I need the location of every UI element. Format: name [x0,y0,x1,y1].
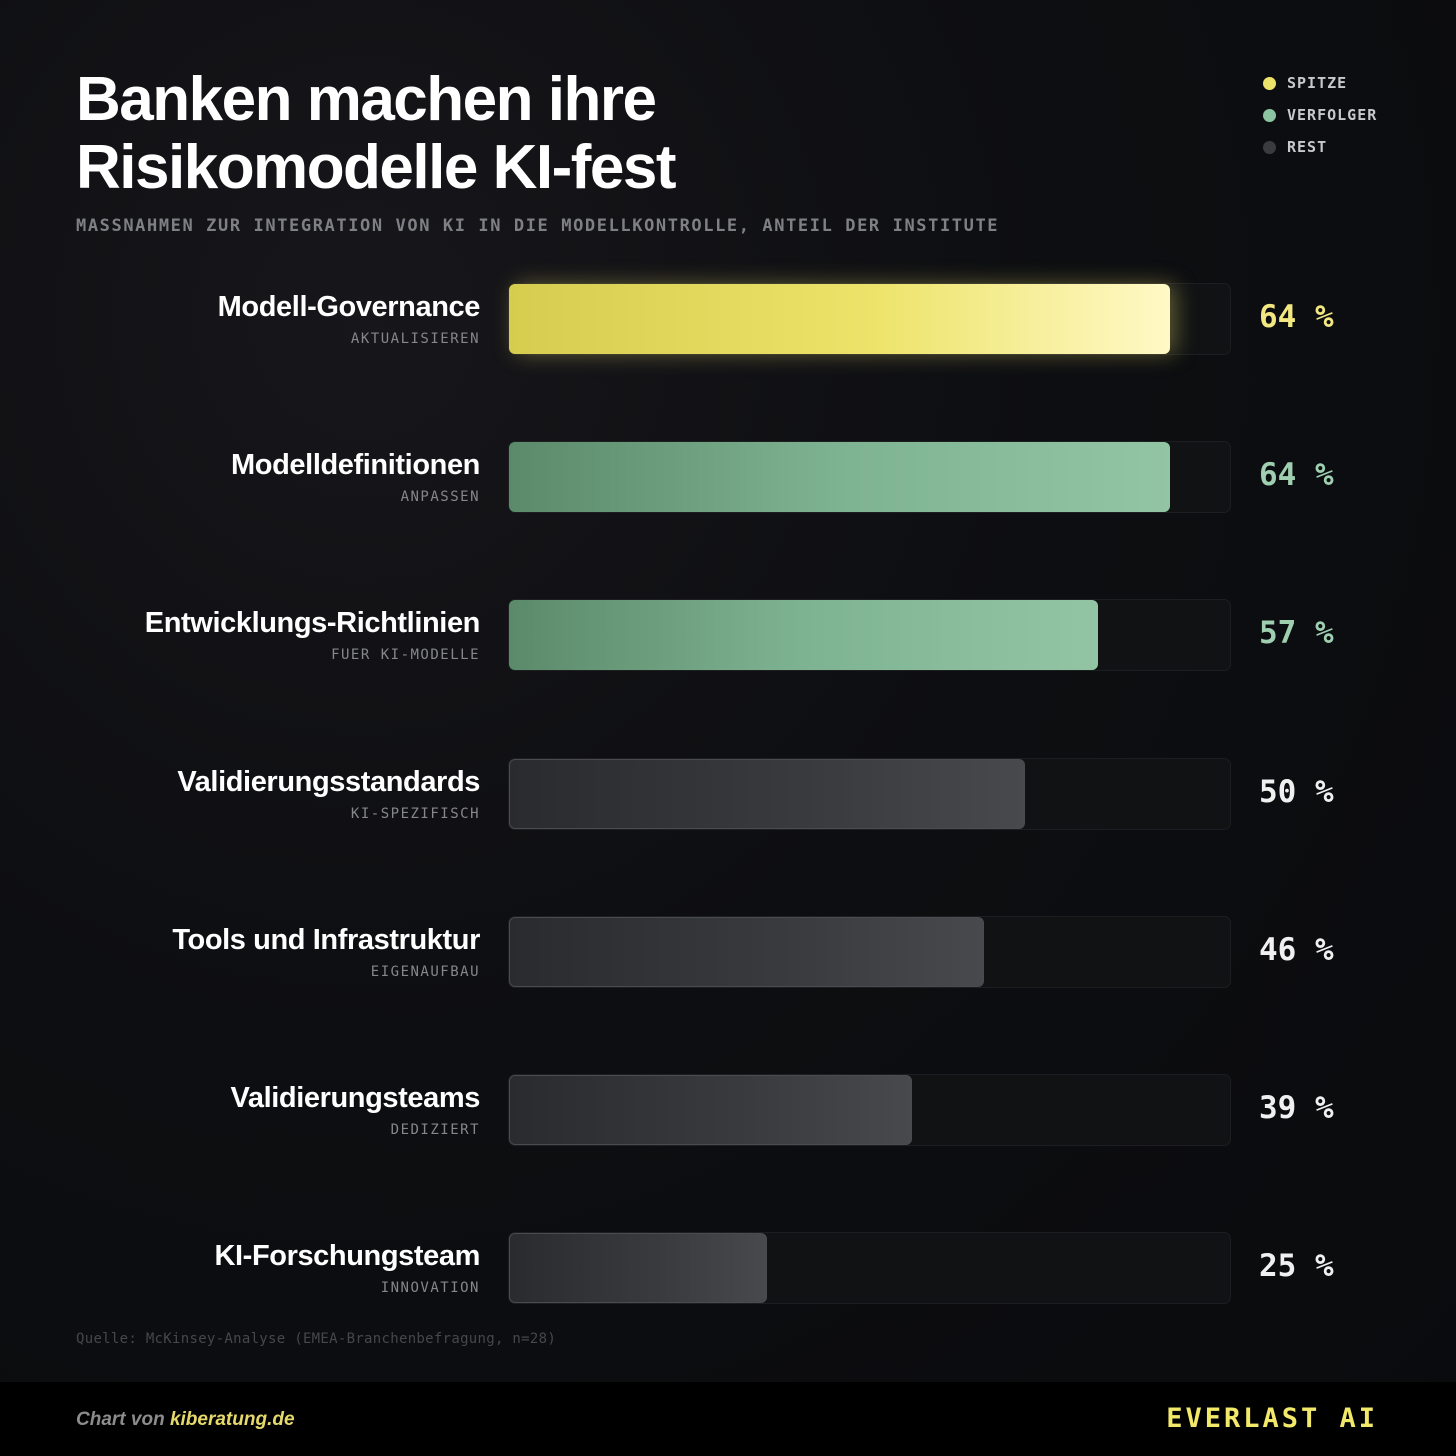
chart-title-line-2: Risikomodelle KI-fest [76,133,676,202]
footer-brand-logo: EVERLAST AI [1166,1403,1378,1434]
bar-sublabel: INNOVATION [380,1280,480,1297]
bar-fill [509,758,1025,829]
footer-credit: Chart von kiberatung.de [76,1409,295,1431]
bar-value-label: 64 % [1259,457,1334,494]
bar-label: Modell-Governance [217,291,481,323]
legend-label-rest: REST [1287,138,1328,156]
legend: SPITZE VERFOLGER REST [1263,72,1377,168]
bar-fill [509,600,1098,671]
bar-value-label: 25 % [1259,1248,1334,1285]
bar-row: KI-Forschungsteam INNOVATION 25 % [0,1232,1456,1305]
source-note: Quelle: McKinsey-Analyse (EMEA-Branchenb… [76,1331,557,1347]
legend-dot-spitze [1263,76,1276,90]
legend-dot-verfolger [1263,108,1276,122]
bar-fill [509,1233,767,1304]
legend-label-spitze: SPITZE [1287,74,1348,92]
bar-label: Modelldefinitionen [231,449,480,482]
chart-subtitle: MASSNAHMEN ZUR INTEGRATION VON KI IN DIE… [76,216,1000,236]
bar-sublabel: KI-SPEZIFISCH [350,805,480,822]
bar-label: KI-Forschungsteam [214,1240,480,1273]
legend-label-verfolger: VERFOLGER [1287,106,1378,124]
bar-track [508,915,1231,988]
bar-track [508,441,1231,514]
bar-value-label: 46 % [1259,931,1334,968]
bar-sublabel: FUER KI-MODELLE [331,647,480,664]
legend-item-spitze: SPITZE [1263,72,1377,94]
bar-sublabel: ANPASSEN [400,489,480,506]
bar-row: Validierungsteams DEDIZIERT 39 % [0,1074,1456,1146]
bar-fill [509,1075,912,1145]
bar-row: Modell-Governance AKTUALISIEREN 64 % [0,283,1456,355]
bar-value-label: 50 % [1259,773,1334,810]
bar-row: Entwicklungs-Richtlinien FUER KI-MODELLE 5… [0,599,1456,672]
bar-row: Validierungsstandards KI-SPEZIFISCH 50 % [0,757,1456,830]
legend-dot-rest [1263,140,1276,154]
footer-credit-prefix: Chart von [76,1409,170,1430]
bar-track [508,283,1231,355]
bar-track [508,1232,1231,1305]
bar-label: Tools und Infrastruktur [172,923,480,956]
bar-sublabel: AKTUALISIEREN [350,331,480,347]
footer-credit-site: kiberatung.de [169,1409,295,1430]
chart-title: Banken machen ihre Risikomodelle KI-fest [76,65,676,202]
bar-sublabel: EIGENAUFBAU [370,963,480,980]
bar-fill [509,284,1170,354]
bar-row: Modelldefinitionen ANPASSEN 64 % [0,441,1456,514]
legend-item-rest: REST [1263,136,1377,158]
bar-sublabel: DEDIZIERT [390,1122,480,1138]
bar-fill [509,916,984,987]
bar-label: Validierungsstandards [177,765,480,798]
bar-row: Tools und Infrastruktur EIGENAUFBAU 46 % [0,915,1456,988]
bar-fill [509,442,1170,513]
bar-label: Entwicklungs-Richtlinien [144,607,481,640]
bar-value-label: 64 % [1259,299,1334,335]
footer: Chart von kiberatung.de EVERLAST AI [0,1382,1456,1456]
bar-value-label: 57 % [1259,615,1334,652]
bar-track [508,1074,1231,1146]
bar-track [508,757,1231,830]
bar-track [508,599,1231,672]
bar-value-label: 39 % [1259,1090,1334,1126]
chart-title-line-1: Banken machen ihre [76,65,657,134]
bar-label: Validierungsteams [230,1082,481,1114]
legend-item-verfolger: VERFOLGER [1263,104,1377,126]
